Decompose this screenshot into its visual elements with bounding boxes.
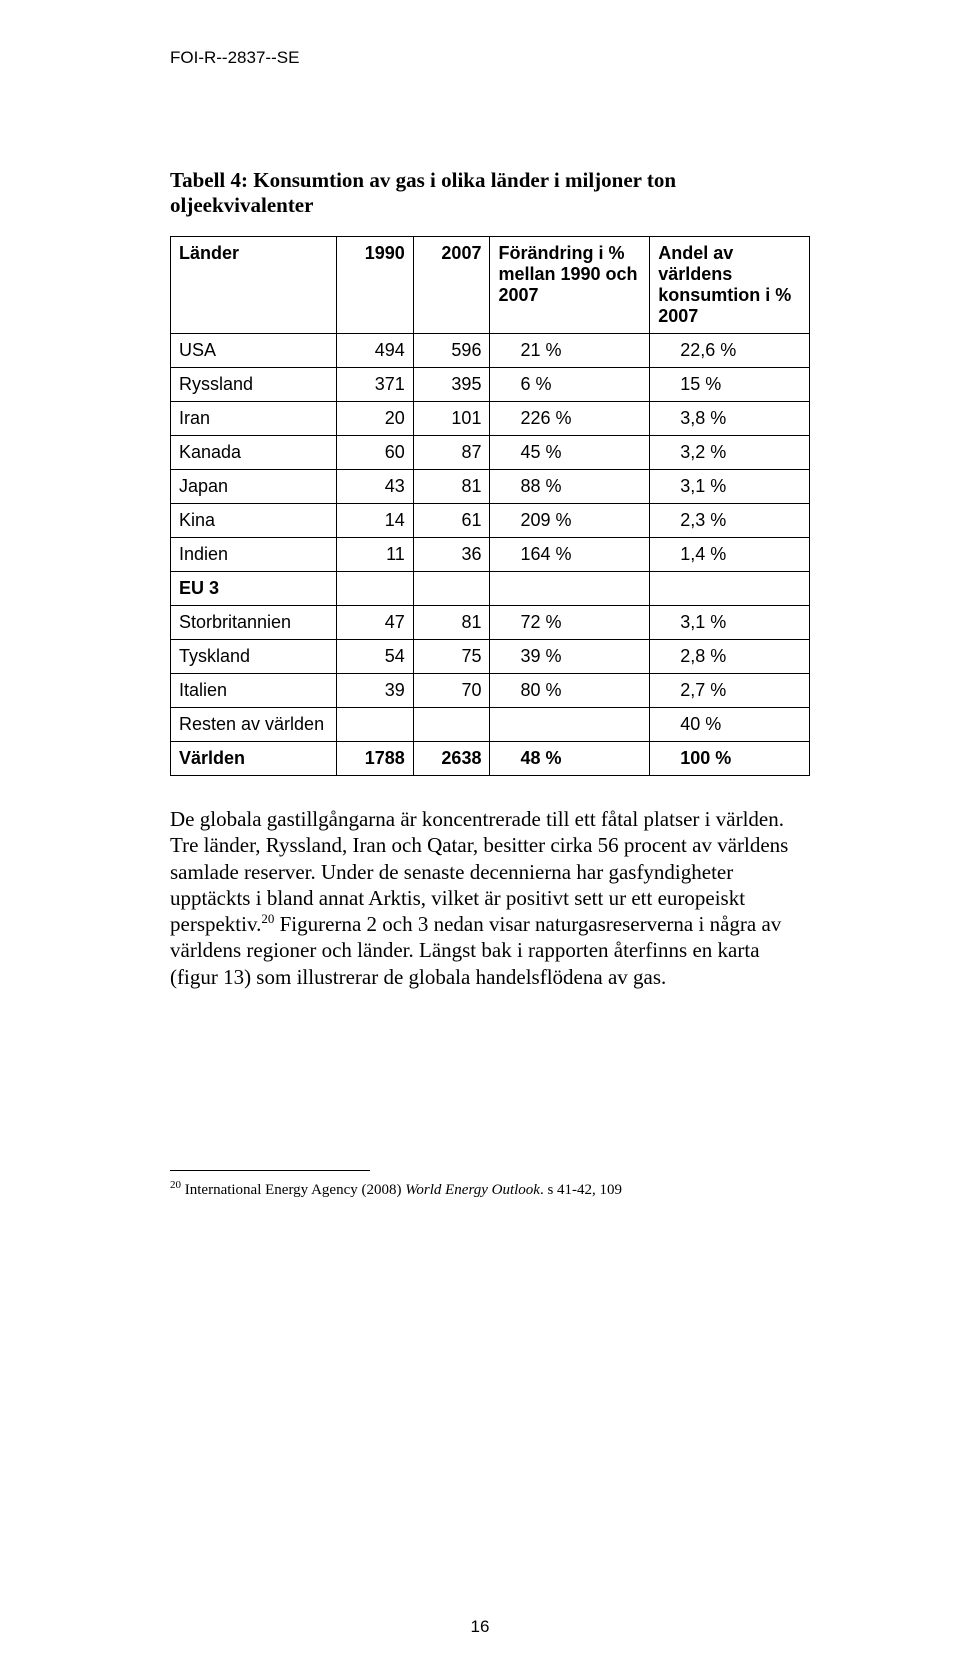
table-cell: 3,1 %	[650, 606, 810, 640]
table-cell: 70	[413, 674, 490, 708]
table-cell	[490, 572, 650, 606]
table-cell	[650, 572, 810, 606]
table-row: EU 3	[171, 572, 810, 606]
table-cell: Storbritannien	[171, 606, 337, 640]
footnote-italic: World Energy Outlook	[405, 1182, 540, 1198]
table-cell: 494	[337, 334, 414, 368]
table-cell: 81	[413, 470, 490, 504]
table-cell: 22,6 %	[650, 334, 810, 368]
table-row: Ryssland371395 6 %15 %	[171, 368, 810, 402]
table-cell: Världen	[171, 742, 337, 776]
table-cell: 45 %	[490, 436, 650, 470]
table-cell: Kanada	[171, 436, 337, 470]
col-header-1: 1990	[337, 237, 414, 334]
table-cell: Japan	[171, 470, 337, 504]
table-cell: 1,4 %	[650, 538, 810, 572]
table-cell: 1788	[337, 742, 414, 776]
col-header-4: Andel av världens konsumtion i % 2007	[650, 237, 810, 334]
table-cell: 21 %	[490, 334, 650, 368]
table-cell: 2,8 %	[650, 640, 810, 674]
table-cell	[413, 708, 490, 742]
table-cell: 209 %	[490, 504, 650, 538]
table-cell: Resten av världen	[171, 708, 337, 742]
col-header-0: Länder	[171, 237, 337, 334]
table-cell: 11	[337, 538, 414, 572]
col-header-2: 2007	[413, 237, 490, 334]
footnote-marker: 20	[170, 1179, 181, 1191]
table-cell: 61	[413, 504, 490, 538]
table-cell: 100 %	[650, 742, 810, 776]
footnote-text: International Energy Agency (2008)	[181, 1182, 405, 1198]
table-caption: Tabell 4: Konsumtion av gas i olika länd…	[170, 168, 810, 218]
table-cell: 15 %	[650, 368, 810, 402]
table-cell: 36	[413, 538, 490, 572]
table-row: Storbritannien478172 %3,1 %	[171, 606, 810, 640]
table-cell: 39 %	[490, 640, 650, 674]
footnote-ref: 20	[261, 911, 274, 926]
table-cell: 87	[413, 436, 490, 470]
table-cell: 2,7 %	[650, 674, 810, 708]
table-cell: 226 %	[490, 402, 650, 436]
table-cell: EU 3	[171, 572, 337, 606]
page-number: 16	[0, 1617, 960, 1637]
table-cell: 3,2 %	[650, 436, 810, 470]
table-cell: 72 %	[490, 606, 650, 640]
table-cell: 6 %	[490, 368, 650, 402]
table-cell	[490, 708, 650, 742]
table-cell: 48 %	[490, 742, 650, 776]
table-cell: 164 %	[490, 538, 650, 572]
table-cell: Tyskland	[171, 640, 337, 674]
table-row: Italien397080 %2,7 %	[171, 674, 810, 708]
table-cell: 54	[337, 640, 414, 674]
table-row: Kanada608745 %3,2 %	[171, 436, 810, 470]
table-cell: 43	[337, 470, 414, 504]
doc-id: FOI-R--2837--SE	[170, 48, 810, 68]
table-cell	[337, 572, 414, 606]
table-cell: 371	[337, 368, 414, 402]
table-body: USA49459621 %22,6 %Ryssland371395 6 %15 …	[171, 334, 810, 776]
page: FOI-R--2837--SE Tabell 4: Konsumtion av …	[0, 0, 960, 1673]
table-cell: 14	[337, 504, 414, 538]
table-row: Indien1136164 %1,4 %	[171, 538, 810, 572]
table-header-row: Länder 1990 2007 Förändring i % mellan 1…	[171, 237, 810, 334]
table-row: Världen1788263848 %100 %	[171, 742, 810, 776]
table-cell: Ryssland	[171, 368, 337, 402]
table-cell: Italien	[171, 674, 337, 708]
table-cell: 81	[413, 606, 490, 640]
table-row: Iran20101226 %3,8 %	[171, 402, 810, 436]
table-cell: 395	[413, 368, 490, 402]
table-cell: 75	[413, 640, 490, 674]
table-row: Tyskland547539 %2,8 %	[171, 640, 810, 674]
table-cell: 2638	[413, 742, 490, 776]
table-cell: Iran	[171, 402, 337, 436]
table-cell: 80 %	[490, 674, 650, 708]
body-paragraph: De globala gastillgångarna är koncentrer…	[170, 806, 810, 990]
table-cell: 39	[337, 674, 414, 708]
table-cell: Kina	[171, 504, 337, 538]
table-row: Japan438188 %3,1 %	[171, 470, 810, 504]
table-cell: USA	[171, 334, 337, 368]
table-cell: 101	[413, 402, 490, 436]
table-cell: Indien	[171, 538, 337, 572]
footnote-tail: . s 41-42, 109	[540, 1182, 622, 1198]
table-cell	[413, 572, 490, 606]
table-cell: 20	[337, 402, 414, 436]
table-row: USA49459621 %22,6 %	[171, 334, 810, 368]
table-cell: 596	[413, 334, 490, 368]
table-row: Kina1461209 %2,3 %	[171, 504, 810, 538]
table-cell: 40 %	[650, 708, 810, 742]
table-cell: 47	[337, 606, 414, 640]
col-header-3: Förändring i % mellan 1990 och 2007	[490, 237, 650, 334]
table-cell: 3,1 %	[650, 470, 810, 504]
table-cell	[337, 708, 414, 742]
table-cell: 88 %	[490, 470, 650, 504]
data-table: Länder 1990 2007 Förändring i % mellan 1…	[170, 236, 810, 776]
table-cell: 60	[337, 436, 414, 470]
table-cell: 2,3 %	[650, 504, 810, 538]
footnote: 20 International Energy Agency (2008) Wo…	[170, 1171, 810, 1199]
table-cell: 3,8 %	[650, 402, 810, 436]
table-row: Resten av världen 40 %	[171, 708, 810, 742]
